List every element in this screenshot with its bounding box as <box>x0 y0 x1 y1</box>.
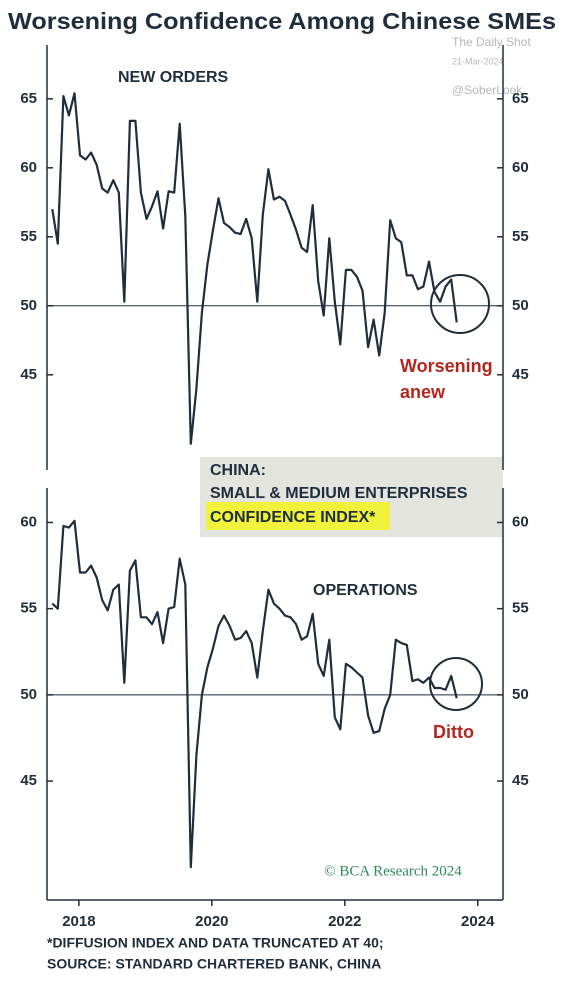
y-tick-label: 50 <box>20 297 37 314</box>
y-tick-label: 45 <box>512 366 529 383</box>
legend-text: CHINA: <box>210 462 266 479</box>
panel-label: OPERATIONS <box>313 582 418 599</box>
y-tick-label: 65 <box>20 90 37 107</box>
footnote: SOURCE: STANDARD CHARTERED BANK, CHINA <box>47 956 381 972</box>
y-tick-label: 45 <box>20 772 37 789</box>
panel-label: NEW ORDERS <box>118 69 229 86</box>
x-tick-label: 2020 <box>195 913 228 930</box>
y-tick-label: 55 <box>512 600 529 617</box>
watermark: The Daily Shot <box>452 35 531 49</box>
highlight <box>206 502 390 530</box>
y-tick-label: 50 <box>20 686 37 703</box>
data-line <box>51 92 458 445</box>
highlight-circle <box>429 657 483 711</box>
x-tick-label: 2022 <box>328 913 361 930</box>
y-tick-label: 60 <box>512 159 529 176</box>
y-tick-label: 65 <box>512 90 529 107</box>
y-tick-label: 55 <box>512 228 529 245</box>
chart-title: Worsening Confidence Among Chinese SMEs <box>8 8 556 34</box>
watermark: @SoberLook <box>452 83 523 97</box>
y-tick-label: 50 <box>512 686 529 703</box>
highlight-circle <box>430 274 490 334</box>
data-line <box>51 519 458 869</box>
x-tick-label: 2018 <box>62 913 95 930</box>
y-tick-label: 45 <box>512 772 529 789</box>
x-tick-label: 2024 <box>461 913 495 930</box>
y-tick-label: 55 <box>20 600 37 617</box>
legend-text: CONFIDENCE INDEX* <box>210 509 376 526</box>
footnote: *DIFFUSION INDEX AND DATA TRUNCATED AT 4… <box>47 935 384 951</box>
y-tick-label: 60 <box>20 513 37 530</box>
y-tick-label: 45 <box>20 366 37 383</box>
legend-text: SMALL & MEDIUM ENTERPRISES <box>210 485 468 502</box>
credit: © BCA Research 2024 <box>324 863 462 879</box>
y-tick-label: 55 <box>20 228 37 245</box>
y-tick-label: 50 <box>512 297 529 314</box>
annotation: anew <box>400 382 446 402</box>
annotation: Ditto <box>433 722 474 742</box>
y-tick-label: 60 <box>20 159 37 176</box>
watermark: 21-Mar-2024 <box>452 56 504 66</box>
y-tick-label: 60 <box>512 513 529 530</box>
annotation: Worsening <box>400 356 493 376</box>
